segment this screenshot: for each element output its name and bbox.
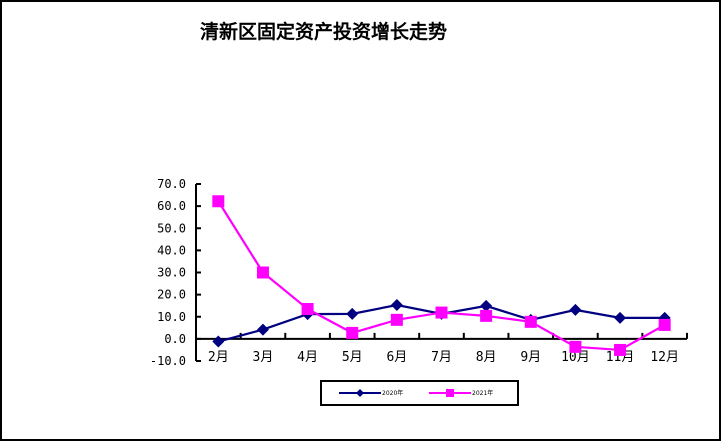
x-category-label: 4月 (297, 350, 318, 365)
data-point-square (390, 313, 403, 326)
legend-item: 2020年 (339, 389, 403, 397)
data-point-square (256, 266, 269, 279)
x-category-label: 3月 (253, 350, 274, 365)
data-point-square (614, 343, 627, 356)
legend-label: 2020年 (382, 389, 403, 397)
data-point-square (658, 318, 671, 331)
data-point-square (212, 195, 225, 208)
series-line (217, 200, 666, 352)
chart-title: 清新区固定资产投资增长走势 (200, 21, 448, 43)
x-category-label: 8月 (476, 350, 497, 365)
data-point-diamond (390, 299, 403, 312)
legend-marker-diamond-icon (356, 389, 364, 397)
data-point-diamond (480, 299, 493, 312)
y-tick-label: 20.0 (157, 288, 186, 302)
y-tick-label: 70.0 (157, 177, 186, 191)
legend-label: 2021年 (472, 389, 493, 397)
legend-marker-square-icon (446, 389, 454, 397)
x-category-label: 6月 (386, 350, 407, 365)
x-category-label: 2月 (208, 350, 229, 365)
data-point-diamond (569, 303, 582, 316)
y-tick-label: 50.0 (157, 221, 186, 235)
y-tick-label: 60.0 (157, 199, 186, 213)
y-tick-label: -10.0 (150, 354, 186, 368)
data-point-diamond (256, 323, 269, 336)
legend-item: 2021年 (429, 389, 493, 397)
legend: 2020年 2021年 (320, 380, 519, 406)
data-point-diamond (614, 311, 627, 324)
data-point-square (569, 340, 582, 353)
x-category-label: 9月 (520, 350, 541, 365)
series-2021年 (212, 195, 671, 356)
series-2020年 (212, 299, 671, 348)
data-point-square (480, 309, 493, 322)
data-point-square (435, 306, 448, 319)
data-point-diamond (346, 307, 359, 320)
data-point-square (524, 315, 537, 328)
x-category-label: 11月 (606, 350, 635, 365)
y-tick-label: 10.0 (157, 310, 186, 324)
x-category-label: 5月 (342, 350, 363, 365)
x-category-label: 12月 (650, 350, 679, 365)
data-point-diamond (212, 335, 225, 348)
y-tick-label: 40.0 (157, 243, 186, 257)
data-point-square (301, 303, 314, 316)
data-point-square (346, 326, 359, 339)
y-tick-label: 0.0 (164, 332, 186, 346)
y-tick-label: 30.0 (157, 266, 186, 280)
x-category-label: 10月 (561, 350, 590, 365)
x-category-label: 7月 (431, 350, 452, 365)
